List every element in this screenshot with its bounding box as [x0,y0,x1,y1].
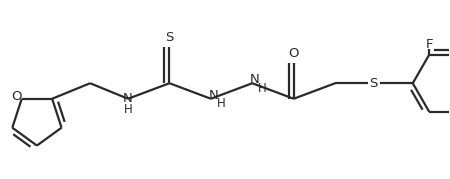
Text: N: N [123,92,133,105]
Text: O: O [288,47,299,60]
Text: H: H [258,82,267,95]
Text: O: O [11,90,22,103]
Text: S: S [165,31,174,44]
Text: H: H [217,97,225,110]
Text: N: N [250,73,260,86]
Text: F: F [425,38,433,51]
Text: S: S [369,77,377,90]
Text: H: H [124,103,132,117]
Text: N: N [209,89,218,102]
